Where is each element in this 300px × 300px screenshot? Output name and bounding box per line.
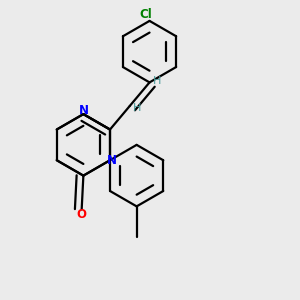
Text: O: O [77, 208, 87, 221]
Text: Cl: Cl [140, 8, 152, 21]
Text: H: H [153, 76, 161, 86]
Text: N: N [107, 154, 117, 167]
Text: N: N [78, 103, 88, 116]
Text: H: H [133, 103, 142, 113]
